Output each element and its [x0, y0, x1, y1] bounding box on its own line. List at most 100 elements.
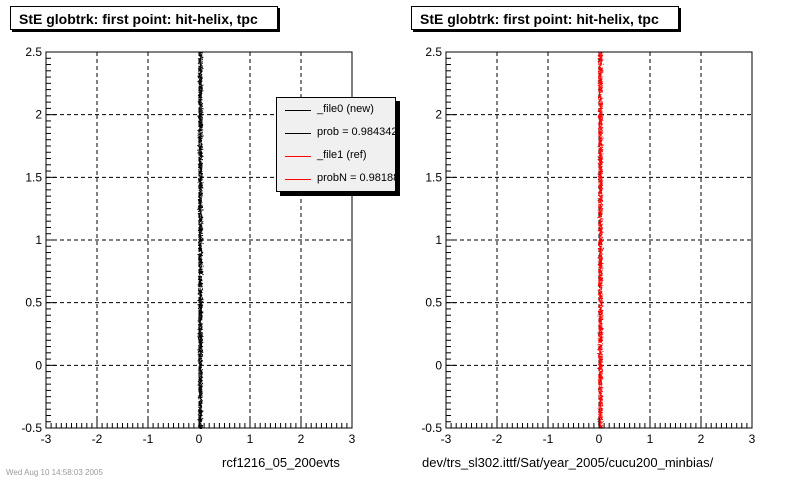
scatter-point	[600, 63, 602, 65]
scatter-point	[601, 169, 603, 171]
scatter-point	[199, 357, 201, 359]
scatter-point	[199, 377, 201, 378]
scatter-point	[599, 172, 601, 174]
scatter-point	[199, 57, 201, 59]
scatter-point	[199, 329, 201, 331]
scatter-point	[600, 211, 602, 213]
scatter-point	[601, 341, 602, 343]
scatter-point	[199, 420, 201, 422]
scatter-point	[601, 377, 603, 379]
scatter-point	[199, 233, 201, 235]
scatter-point	[200, 308, 202, 310]
scatter-point	[599, 138, 601, 139]
scatter-point	[600, 153, 602, 155]
scatter-point	[198, 409, 200, 411]
scatter-point	[200, 55, 202, 57]
scatter-point	[199, 307, 201, 309]
scatter-point	[198, 214, 200, 216]
scatter-point	[602, 298, 603, 299]
left-scatter-plot: -3 -2 -1 0 1 2 3-0.500.511.522.5	[21, 45, 355, 446]
scatter-point	[200, 134, 202, 136]
scatter-point	[201, 179, 203, 181]
scatter-point	[598, 345, 600, 347]
scatter-point	[201, 186, 203, 188]
scatter-point	[198, 346, 200, 348]
scatter-point	[198, 70, 200, 71]
scatter-point	[598, 407, 600, 409]
scatter-point	[598, 100, 600, 102]
scatter-point	[199, 142, 201, 143]
scatter-point	[599, 198, 600, 200]
scatter-point	[599, 183, 601, 185]
scatter-point	[198, 289, 200, 291]
scatter-point	[199, 360, 200, 362]
scatter-point	[201, 233, 203, 235]
scatter-point	[599, 410, 601, 412]
scatter-point	[601, 231, 603, 233]
scatter-point	[200, 231, 202, 233]
scatter-point	[598, 71, 600, 73]
scatter-point	[601, 311, 603, 313]
scatter-point	[200, 371, 202, 373]
scatter-point	[199, 128, 201, 130]
scatter-point	[600, 57, 602, 59]
scatter-point	[600, 179, 602, 181]
scatter-point	[202, 336, 204, 337]
scatter-point	[199, 61, 201, 63]
scatter-point	[197, 414, 199, 416]
scatter-point	[600, 416, 602, 418]
scatter-point	[201, 307, 203, 309]
scatter-point	[198, 99, 200, 101]
scatter-point	[200, 114, 202, 116]
scatter-point	[201, 127, 203, 129]
scatter-point	[599, 374, 601, 376]
scatter-point	[201, 265, 203, 267]
scatter-point	[600, 166, 602, 168]
scatter-point	[198, 118, 200, 120]
scatter-point	[199, 340, 201, 342]
scatter-point	[201, 329, 202, 331]
scatter-point	[200, 107, 202, 109]
scatter-point	[198, 251, 200, 253]
scatter-point	[199, 295, 201, 297]
scatter-point	[599, 259, 601, 261]
scatter-point	[198, 196, 200, 198]
scatter-point	[201, 153, 202, 155]
scatter-point	[201, 108, 202, 110]
scatter-point	[200, 336, 202, 338]
scatter-point	[598, 76, 600, 78]
scatter-point	[202, 299, 204, 301]
scatter-point	[199, 339, 201, 341]
scatter-point	[198, 368, 200, 370]
scatter-point	[201, 206, 203, 208]
scatter-point	[600, 137, 602, 139]
scatter-point	[601, 119, 603, 121]
scatter-point	[599, 208, 601, 210]
scatter-point	[200, 277, 202, 279]
scatter-point	[200, 412, 202, 414]
scatter-point	[600, 408, 602, 410]
scatter-point	[198, 231, 200, 233]
scatter-point	[599, 151, 601, 153]
scatter-point	[598, 315, 600, 317]
scatter-point	[600, 167, 602, 169]
scatter-point	[199, 154, 201, 156]
scatter-point	[200, 332, 202, 334]
scatter-point	[198, 169, 200, 171]
scatter-point	[597, 217, 599, 219]
scatter-point	[597, 146, 599, 148]
scatter-point	[597, 315, 599, 317]
scatter-point	[602, 137, 604, 139]
scatter-point	[599, 269, 601, 271]
scatter-point	[201, 136, 203, 137]
scatter-point	[197, 63, 199, 64]
scatter-point	[598, 349, 600, 351]
scatter-point	[598, 159, 600, 161]
scatter-point	[199, 417, 201, 419]
scatter-point	[201, 282, 203, 284]
scatter-point	[601, 116, 603, 117]
scatter-point	[201, 173, 203, 175]
scatter-point	[599, 86, 601, 88]
legend-entry-file1: _file1 (ref)	[277, 146, 395, 166]
scatter-point	[598, 148, 600, 150]
